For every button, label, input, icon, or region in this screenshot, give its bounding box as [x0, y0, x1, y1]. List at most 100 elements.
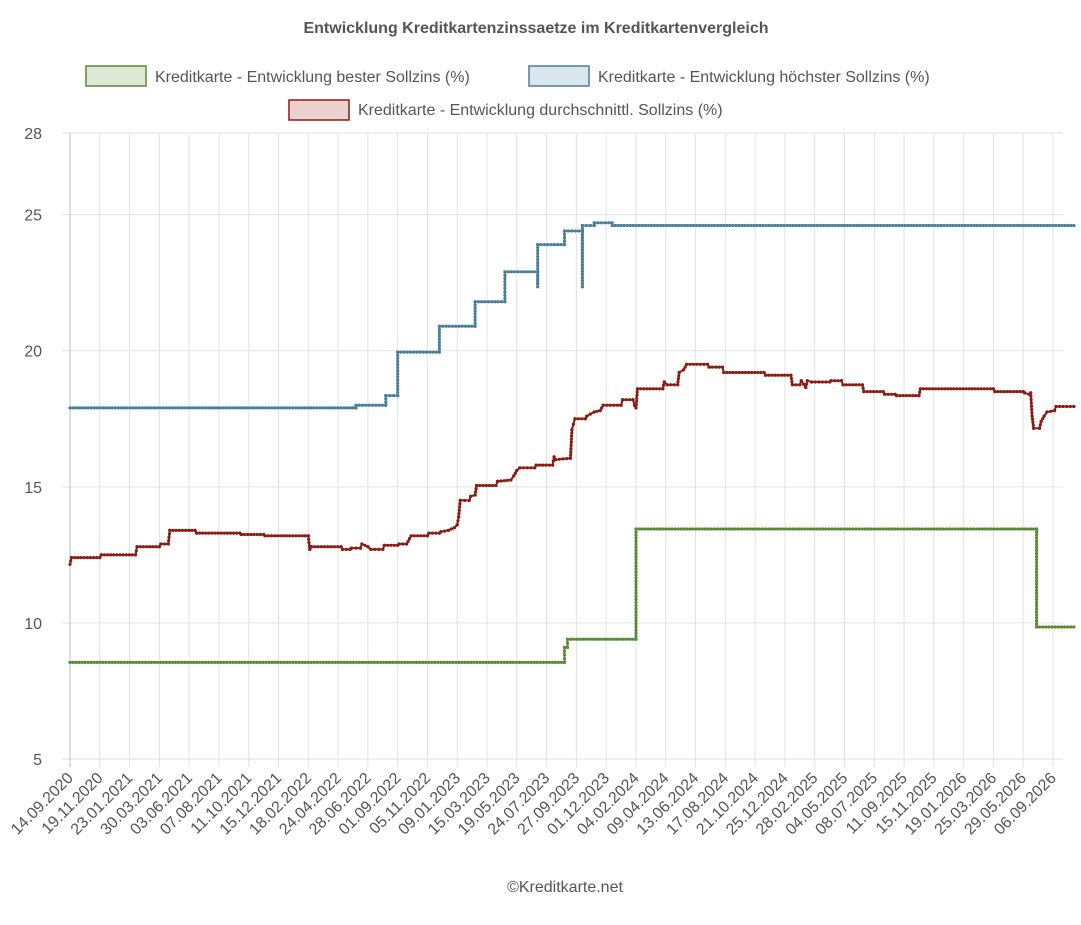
data-point — [536, 276, 540, 280]
data-point — [1035, 622, 1039, 626]
series-line — [70, 528, 1074, 664]
data-point — [494, 483, 498, 488]
data-point — [437, 340, 441, 344]
data-point — [405, 350, 409, 354]
data-point — [437, 347, 441, 351]
data-point — [566, 229, 570, 233]
data-point — [421, 350, 425, 354]
legend-swatch — [85, 65, 147, 87]
data-point — [230, 406, 235, 410]
data-point — [369, 547, 373, 552]
data-point — [403, 660, 407, 665]
data-point — [580, 279, 585, 283]
axes: 5101520252814.09.202019.11.202023.01.202… — [8, 126, 1060, 838]
data-point — [948, 223, 952, 228]
data-point — [881, 527, 885, 531]
data-point — [409, 534, 413, 538]
data-point — [698, 223, 702, 228]
data-point — [536, 285, 540, 289]
data-point — [243, 406, 247, 410]
data-point — [544, 463, 548, 467]
data-point — [309, 406, 313, 410]
data-point — [348, 406, 352, 410]
data-point — [809, 223, 813, 228]
data-point — [437, 331, 441, 335]
data-point — [740, 223, 744, 228]
data-point — [667, 223, 672, 228]
data-point — [473, 315, 477, 319]
legend-item[interactable]: Kreditkarte - Entwicklung durchschnittl.… — [288, 99, 723, 121]
data-point — [439, 660, 443, 665]
data-point — [476, 300, 480, 304]
data-point — [917, 527, 921, 531]
data-point — [547, 463, 551, 467]
data-point — [384, 397, 388, 401]
data-point — [364, 403, 368, 407]
data-point — [264, 406, 268, 410]
data-point — [363, 660, 368, 665]
data-point — [1035, 530, 1039, 534]
data-point — [159, 542, 163, 546]
data-point — [1030, 417, 1035, 421]
data-point — [525, 466, 529, 470]
data-point — [580, 257, 585, 261]
data-point — [474, 490, 478, 494]
data-point — [592, 410, 596, 414]
data-point — [692, 362, 696, 366]
data-point — [600, 637, 604, 641]
data-point — [297, 406, 301, 410]
data-point — [824, 380, 828, 384]
legend-item[interactable]: Kreditkarte - Entwicklung höchster Sollz… — [528, 65, 930, 87]
data-point — [431, 350, 435, 354]
data-point — [473, 303, 477, 307]
data-point — [565, 457, 569, 461]
data-point — [207, 660, 211, 665]
data-point — [300, 406, 304, 410]
data-point — [561, 457, 565, 461]
data-point — [412, 660, 416, 665]
data-point — [562, 657, 567, 661]
data-point — [249, 406, 253, 410]
data-point — [966, 223, 970, 228]
data-point — [833, 527, 837, 531]
grid — [62, 132, 1063, 767]
data-point — [493, 660, 497, 665]
data-point — [606, 637, 610, 641]
data-point — [487, 483, 492, 488]
data-point — [609, 637, 613, 641]
data-point — [1035, 616, 1039, 620]
data-point — [634, 594, 638, 599]
data-point — [652, 223, 657, 228]
data-point — [170, 660, 175, 665]
data-point — [569, 440, 573, 444]
data-point — [634, 561, 638, 565]
data-point — [225, 660, 229, 665]
data-point — [911, 527, 915, 531]
data-point — [1014, 223, 1019, 228]
data-point — [736, 527, 741, 531]
data-point — [830, 223, 835, 228]
data-point — [454, 660, 458, 665]
data-point — [618, 637, 623, 641]
data-point — [603, 221, 607, 225]
data-point — [95, 556, 99, 560]
data-point — [628, 637, 632, 641]
legend-item[interactable]: Kreditkarte - Entwicklung bester Sollzin… — [85, 65, 470, 87]
data-point — [697, 527, 701, 531]
data-point — [448, 660, 452, 665]
data-point — [860, 383, 865, 387]
data-point — [396, 362, 400, 367]
data-point — [976, 387, 980, 391]
data-point — [222, 660, 226, 665]
data-point — [661, 383, 666, 387]
data-point — [827, 527, 831, 531]
data-point — [607, 221, 611, 225]
data-point — [195, 660, 199, 665]
data-point — [634, 600, 638, 605]
data-point — [1030, 414, 1034, 418]
data-point — [382, 543, 386, 547]
data-point — [210, 660, 214, 665]
data-point — [124, 553, 128, 557]
data-point — [1035, 597, 1039, 602]
